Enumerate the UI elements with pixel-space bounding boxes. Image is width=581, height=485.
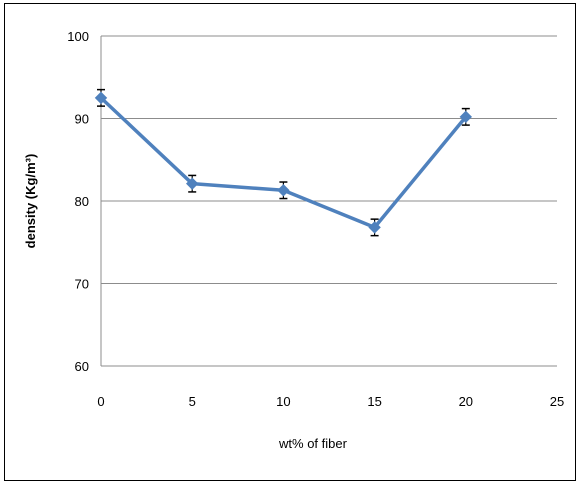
chart-frame: [4, 3, 576, 481]
y-tick-label-70: 70: [75, 277, 89, 292]
y-tick-label-80: 80: [75, 194, 89, 209]
x-tick-label-5: 5: [189, 394, 196, 409]
gridlines: [101, 35, 557, 367]
y-tick-label-90: 90: [75, 112, 89, 127]
x-tick-label-20: 20: [459, 394, 473, 409]
data-point-3: [368, 221, 381, 234]
x-tick-label-10: 10: [276, 394, 290, 409]
x-tick-label-25: 25: [550, 394, 564, 409]
data-point-1: [185, 177, 199, 190]
x-axis-title: wt% of fiber: [278, 436, 348, 451]
x-tick-label-0: 0: [97, 394, 104, 409]
x-tick-label-15: 15: [367, 394, 381, 409]
y-tick-label-60: 60: [75, 359, 89, 374]
y-tick-label-100: 100: [67, 29, 89, 44]
data-point-0: [94, 91, 108, 105]
series: [94, 88, 473, 237]
data-point-2: [277, 184, 290, 197]
series-line: [99, 96, 468, 230]
data-point-4: [459, 110, 473, 124]
y-axis-title: density (Kg/m³): [23, 154, 38, 249]
y-tick-labels: 60 70 80 90 100: [67, 29, 89, 374]
x-tick-labels: 0 5 10 15 20 25: [97, 394, 564, 409]
